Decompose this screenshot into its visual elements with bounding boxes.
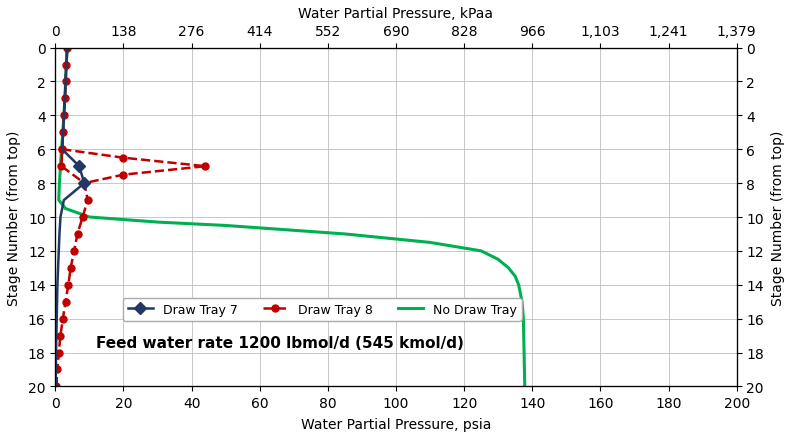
No Draw Tray <box>520 350 529 355</box>
No Draw Tray <box>518 308 527 313</box>
No Draw Tray <box>516 291 525 296</box>
Draw Tray 8 <box>66 265 75 271</box>
No Draw Tray <box>493 257 503 262</box>
Legend: Draw Tray 7, Draw Tray 8, No Draw Tray: Draw Tray 7, Draw Tray 8, No Draw Tray <box>123 298 522 321</box>
No Draw Tray <box>221 223 230 229</box>
Line: No Draw Tray: No Draw Tray <box>59 49 525 386</box>
Draw Tray 8 <box>83 198 93 203</box>
Draw Tray 8 <box>54 350 63 355</box>
X-axis label: Water Partial Pressure, psia: Water Partial Pressure, psia <box>301 417 491 431</box>
Draw Tray 8 <box>61 300 70 305</box>
No Draw Tray <box>514 283 524 288</box>
X-axis label: Water Partial Pressure, kPaa: Water Partial Pressure, kPaa <box>299 7 493 21</box>
No Draw Tray <box>517 300 527 305</box>
No Draw Tray <box>425 240 435 245</box>
No Draw Tray <box>62 63 71 68</box>
No Draw Tray <box>55 181 64 186</box>
No Draw Tray <box>57 147 67 152</box>
Y-axis label: Stage Number (from top): Stage Number (from top) <box>771 130 785 305</box>
Draw Tray 8 <box>60 96 70 102</box>
No Draw Tray <box>340 232 349 237</box>
Draw Tray 8 <box>51 384 61 389</box>
No Draw Tray <box>504 265 513 271</box>
Draw Tray 8 <box>52 367 62 372</box>
Draw Tray 8 <box>79 181 89 186</box>
Text: Feed water rate 1200 lbmol/d (545 kmol/d): Feed water rate 1200 lbmol/d (545 kmol/d… <box>97 335 464 350</box>
Y-axis label: Stage Number (from top): Stage Number (from top) <box>7 130 21 305</box>
Draw Tray 8 <box>63 283 73 288</box>
No Draw Tray <box>511 274 520 279</box>
Draw Tray 8 <box>58 147 67 152</box>
No Draw Tray <box>477 249 486 254</box>
Draw Tray 8 <box>59 131 68 136</box>
No Draw Tray <box>55 164 65 170</box>
Line: Draw Tray 8: Draw Tray 8 <box>53 45 91 390</box>
No Draw Tray <box>61 206 70 212</box>
Draw Tray 8 <box>57 164 67 170</box>
No Draw Tray <box>519 333 528 339</box>
Draw Tray 8 <box>61 80 70 85</box>
Draw Tray 8 <box>73 232 82 237</box>
No Draw Tray <box>520 384 530 389</box>
No Draw Tray <box>60 96 70 102</box>
Draw Tray 8 <box>59 113 69 119</box>
Draw Tray 8 <box>55 333 65 339</box>
No Draw Tray <box>58 131 67 136</box>
No Draw Tray <box>153 220 162 225</box>
No Draw Tray <box>519 316 528 321</box>
Draw Tray 8 <box>62 63 71 68</box>
Draw Tray 8 <box>78 215 87 220</box>
No Draw Tray <box>85 215 94 220</box>
Draw Tray 8 <box>70 249 79 254</box>
Draw Tray 8 <box>58 316 67 321</box>
Draw Tray 8 <box>63 46 72 51</box>
No Draw Tray <box>61 80 70 85</box>
No Draw Tray <box>520 367 529 372</box>
No Draw Tray <box>59 113 69 119</box>
No Draw Tray <box>54 198 63 203</box>
No Draw Tray <box>63 46 72 51</box>
